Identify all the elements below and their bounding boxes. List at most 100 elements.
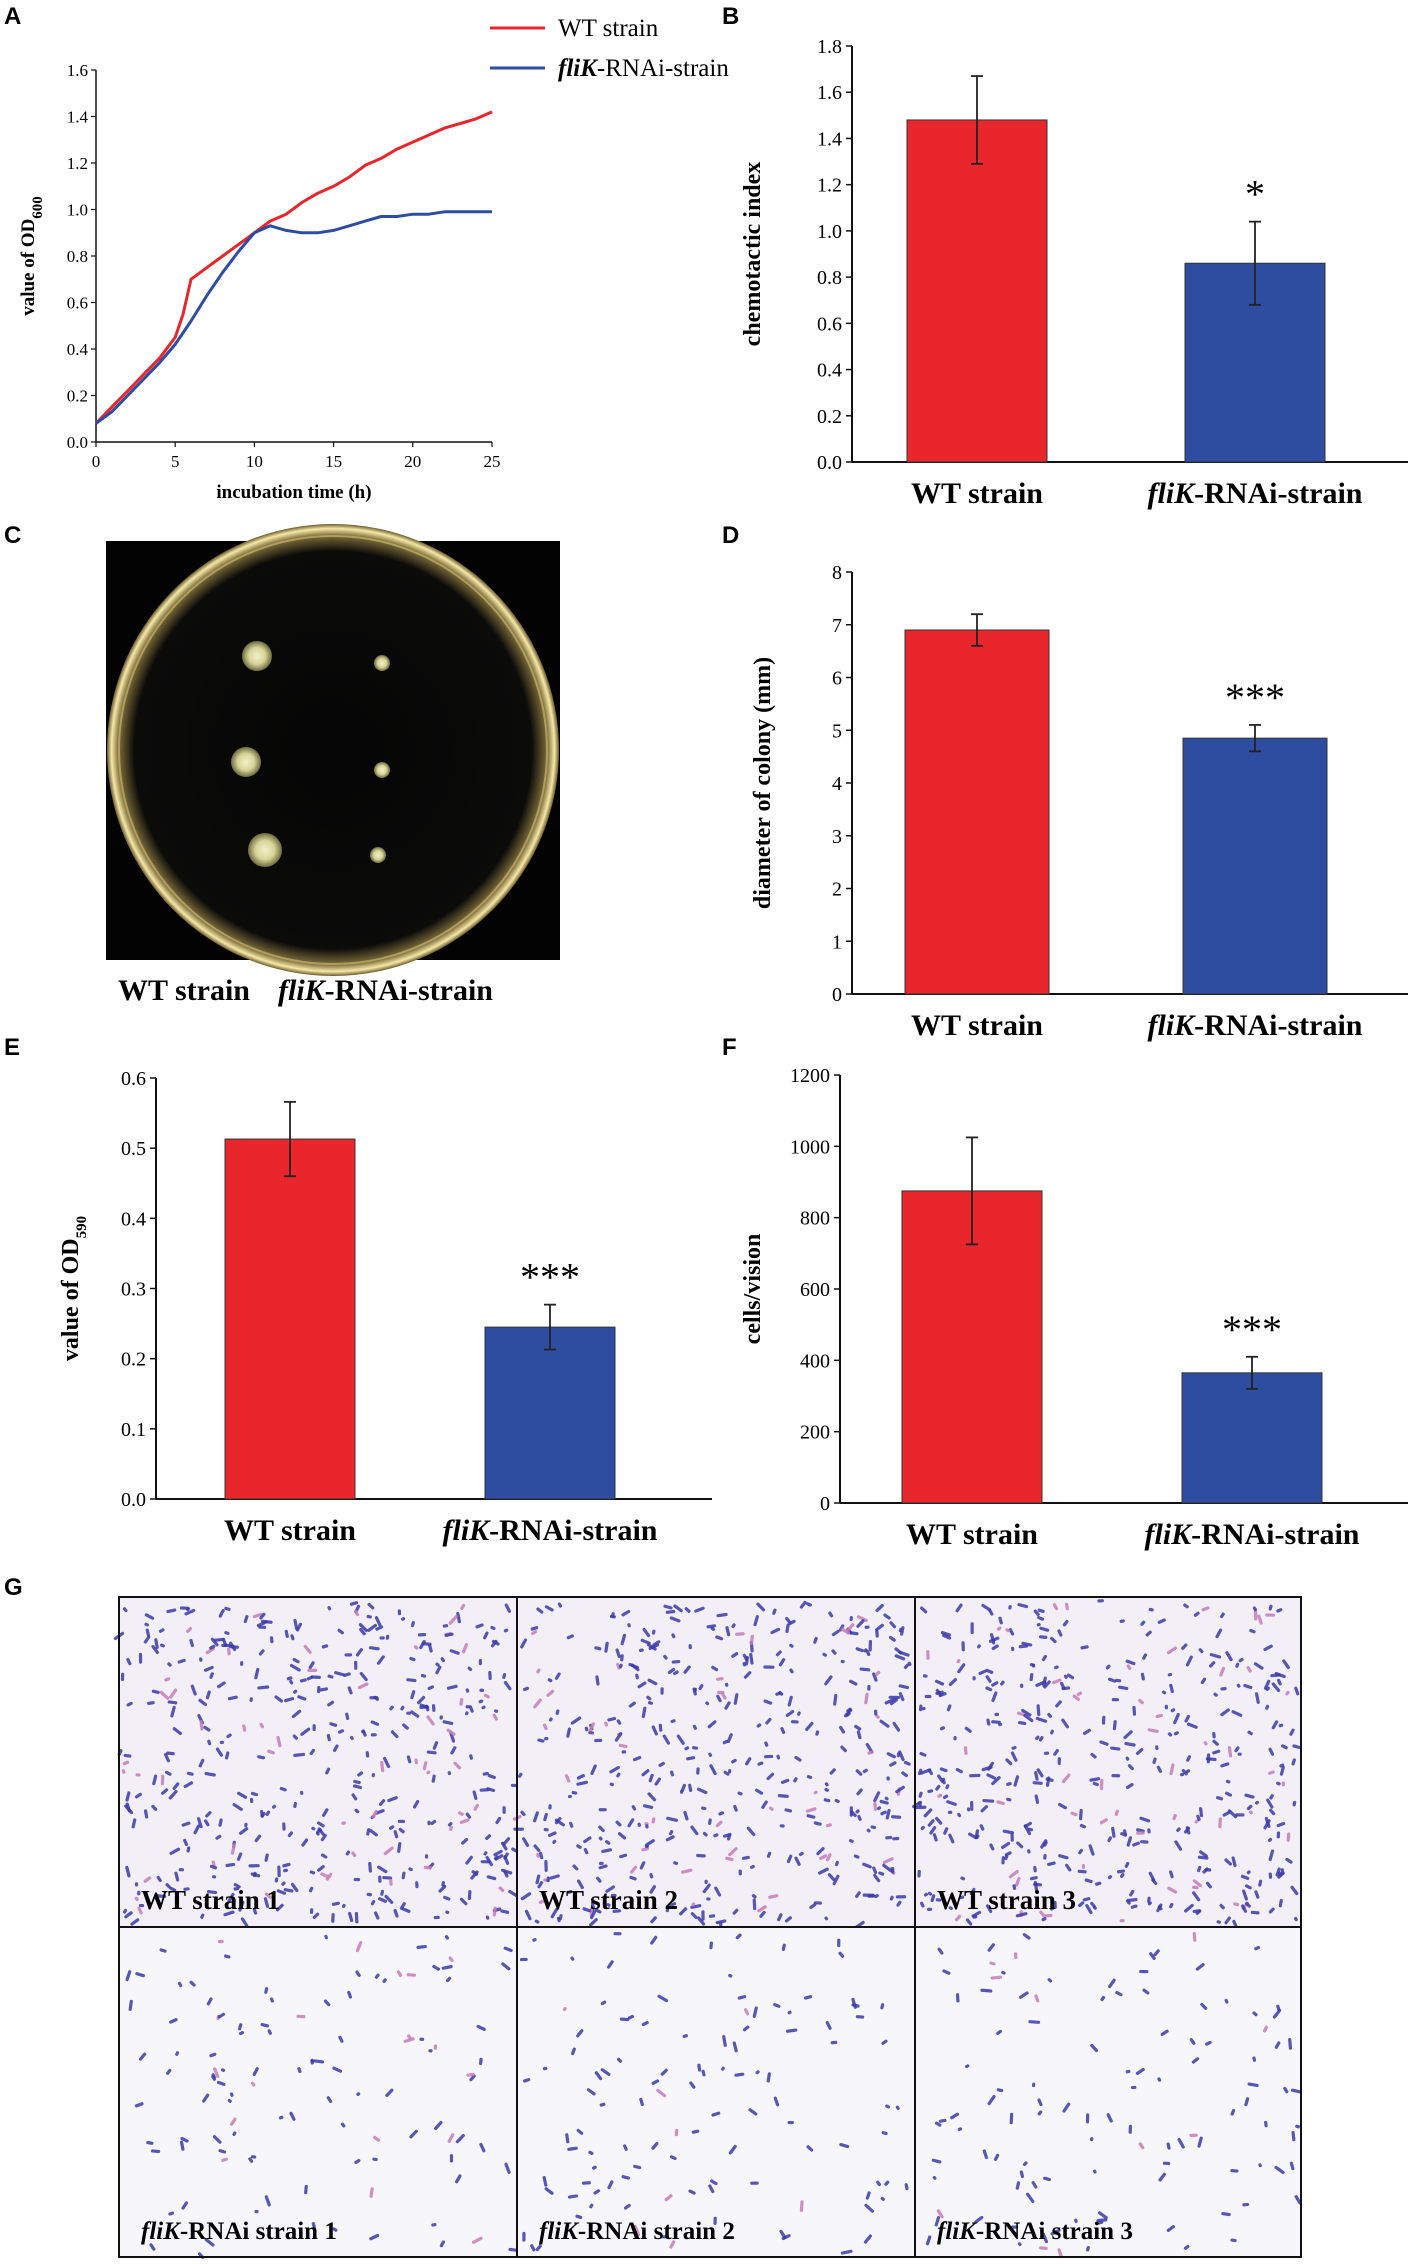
- stained-cell: [292, 1734, 299, 1740]
- stained-cell: [183, 1887, 190, 1891]
- stained-cell: [863, 2234, 872, 2244]
- stained-cell: [163, 1752, 170, 1763]
- stained-cell: [825, 2020, 832, 2030]
- stained-cell: [620, 1633, 627, 1646]
- stained-cell: [827, 1873, 836, 1881]
- stained-cell: [1050, 2228, 1061, 2236]
- stained-cell: [763, 1665, 775, 1669]
- stained-cell: [301, 1838, 309, 1847]
- stained-cell: [945, 1784, 950, 1790]
- stained-cell: [832, 1874, 840, 1886]
- stained-cell: [590, 1764, 597, 1775]
- stained-cell: [186, 1846, 191, 1853]
- stained-cell: [936, 2209, 944, 2219]
- stained-cell: [651, 2141, 659, 2150]
- stained-cell: [373, 2135, 381, 2142]
- stained-cell: [892, 1721, 901, 1732]
- stained-cell: [660, 2235, 667, 2239]
- stained-cell: [1012, 1884, 1017, 1890]
- stained-cell: [1267, 1837, 1273, 1842]
- stained-cell: [848, 1839, 854, 1843]
- stained-cell: [378, 1875, 382, 1883]
- panel-letter-c: C: [4, 522, 21, 549]
- stained-cell: [504, 2162, 511, 2174]
- stained-cell: [776, 1754, 781, 1760]
- stained-cell: [166, 1751, 175, 1756]
- stained-cell: [491, 1639, 500, 1646]
- panel-a-y-axis-label: value of OD600: [18, 196, 46, 316]
- stained-cell: [715, 1919, 727, 1925]
- stained-cell: [1126, 1897, 1138, 1903]
- stained-cell: [172, 1782, 180, 1791]
- stained-cell: [637, 1681, 647, 1689]
- panel-a-y-tick-label: 0.6: [67, 294, 88, 313]
- stained-cell: [756, 1602, 766, 1612]
- stained-cell: [180, 2136, 189, 2143]
- stained-cell: [1183, 2244, 1190, 2250]
- stained-cell: [982, 2149, 989, 2160]
- stained-cell: [423, 1865, 432, 1870]
- stained-cell: [830, 2040, 838, 2045]
- stained-cell: [994, 1712, 1000, 1717]
- panel-a-y-tick-label: 0.2: [67, 387, 88, 406]
- stained-cell: [657, 1994, 669, 2003]
- microscopy-cell-background: [119, 1927, 517, 2257]
- stained-cell: [942, 1633, 952, 1640]
- stained-cell: [206, 1997, 213, 2006]
- stained-cell: [524, 1909, 532, 1921]
- stained-cell: [650, 1935, 658, 1945]
- stained-cell: [1110, 1746, 1121, 1751]
- stained-cell: [1156, 1765, 1163, 1773]
- stained-cell: [1161, 1690, 1167, 1695]
- stained-cell: [152, 1774, 158, 1786]
- stained-cell: [901, 1771, 908, 1778]
- stained-cell: [1205, 1881, 1212, 1889]
- stained-cell: [406, 1755, 412, 1764]
- stained-cell: [986, 1718, 991, 1726]
- stained-cell: [732, 2041, 738, 2053]
- plate-caption-flik-rest: -RNAi-strain: [325, 974, 494, 1007]
- stained-cell: [764, 1754, 774, 1759]
- stained-cell: [898, 1684, 910, 1690]
- stained-cell: [631, 1805, 637, 1811]
- stained-cell: [1008, 1627, 1015, 1636]
- stained-cell: [1153, 1949, 1160, 1957]
- stained-cell: [485, 1834, 492, 1841]
- panelB-significance-marker: *: [1245, 172, 1265, 217]
- stained-cell: [167, 1662, 172, 1667]
- stained-cell: [124, 1911, 133, 1919]
- stained-cell: [1029, 1876, 1038, 1881]
- stained-cell: [447, 2133, 455, 2143]
- stained-cell: [889, 1621, 897, 1629]
- stained-cell: [879, 1799, 889, 1805]
- stained-cell: [409, 2129, 418, 2139]
- stained-cell: [371, 1809, 378, 1819]
- stained-cell: [788, 1619, 796, 1626]
- stained-cell: [410, 1710, 420, 1718]
- stained-cell: [1029, 1663, 1035, 1667]
- stained-cell: [205, 1811, 212, 1818]
- stained-cell: [341, 1903, 346, 1909]
- stained-cell: [276, 1889, 286, 1895]
- stained-cell: [215, 1747, 224, 1757]
- stained-cell: [594, 1646, 602, 1651]
- microscopy-cell-label: WT strain 1: [141, 1885, 280, 1915]
- stained-cell: [874, 1893, 879, 1899]
- stained-cell: [1111, 1698, 1119, 1702]
- stained-cell: [203, 1725, 211, 1732]
- stained-cell: [698, 1684, 704, 1691]
- stained-cell: [923, 1892, 928, 1897]
- stained-cell: [865, 2191, 871, 2200]
- stained-cell: [872, 1672, 878, 1682]
- stained-cell: [1111, 1826, 1116, 1838]
- stained-cell: [145, 1628, 151, 1638]
- stained-cell: [175, 2051, 180, 2056]
- stained-cell: [1152, 1757, 1157, 1765]
- stained-cell: [299, 1790, 304, 1795]
- stained-cell: [232, 1802, 243, 1811]
- stained-cell: [837, 1938, 841, 1948]
- stained-cell: [942, 1969, 951, 1975]
- stained-cell: [797, 1711, 801, 1716]
- stained-cell: [1147, 1896, 1151, 1903]
- stained-cell: [1212, 1749, 1221, 1755]
